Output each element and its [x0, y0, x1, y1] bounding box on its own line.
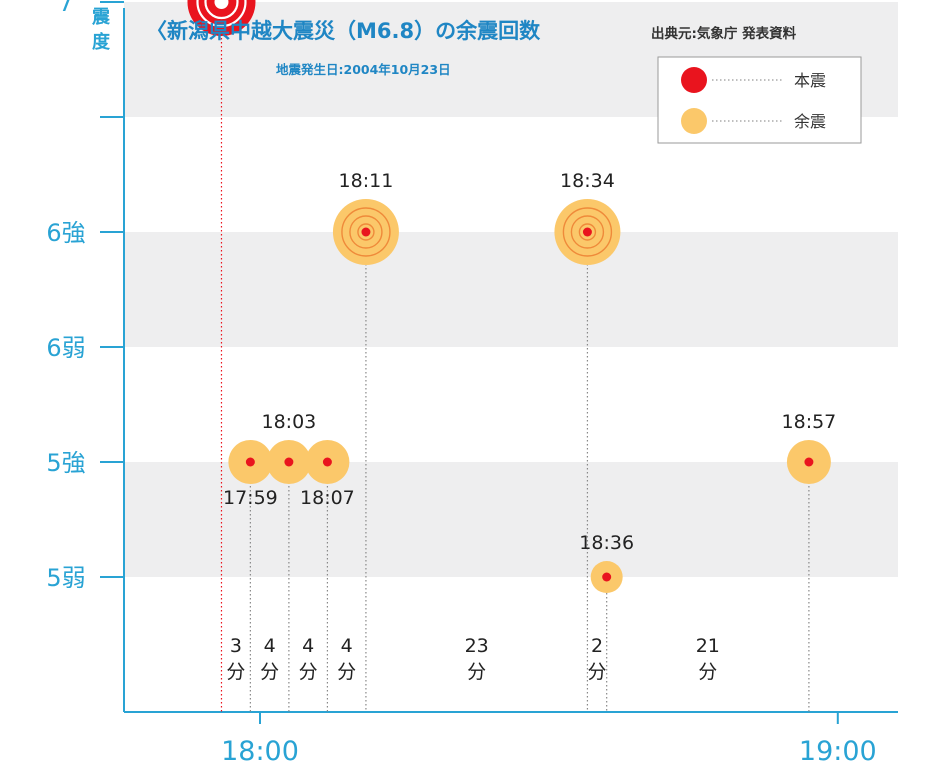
- legend-mainshock-label: 本震: [794, 71, 826, 90]
- interval-unit: 分: [698, 661, 717, 683]
- stem-layer: [220, 2, 810, 712]
- interval-unit: 分: [337, 661, 356, 683]
- time-label: 18:57: [782, 411, 837, 433]
- aftershock-point: [590, 561, 623, 593]
- time-label: 18:07: [300, 487, 355, 509]
- legend-aftershock-label: 余震: [794, 112, 826, 131]
- interval-minutes: 4: [302, 635, 314, 657]
- aftershock-point: [305, 440, 350, 484]
- legend-mainshock-icon: [681, 67, 707, 93]
- aftershock-point: [786, 440, 831, 484]
- y-tick-label: 6弱: [46, 334, 85, 362]
- x-tick-label: 18:00: [221, 736, 299, 764]
- interval-unit: 分: [588, 661, 607, 683]
- y-tick-label: 6強: [46, 219, 85, 247]
- interval-minutes: 3: [230, 635, 242, 657]
- aftershock-point: [266, 440, 311, 484]
- grid-layer: [100, 1, 839, 724]
- aftershock-point: [228, 440, 273, 484]
- x-tick-label: 19:00: [799, 736, 877, 764]
- y-axis-title-line-2: 度: [92, 31, 111, 53]
- point-layer: [187, 0, 831, 593]
- time-label: 17:59: [223, 487, 278, 509]
- interval-unit: 分: [467, 661, 486, 683]
- chart-subtitle: 地震発生日:2004年10月23日: [276, 62, 451, 77]
- interval-unit: 分: [226, 661, 245, 683]
- time-label: 18:11: [339, 170, 394, 192]
- time-label: 18:36: [579, 532, 634, 554]
- interval-minutes: 21: [696, 635, 720, 657]
- time-label: 18:03: [262, 411, 317, 433]
- y-tick-label: 7: [58, 0, 73, 17]
- band-2: [124, 232, 898, 347]
- y-tick-labels: 5弱 5強 6弱 6強 7: [46, 0, 85, 592]
- x-tick-labels: 18:00 19:00: [221, 736, 877, 764]
- y-tick-label: 5強: [46, 449, 85, 477]
- legend-aftershock-icon: [681, 108, 707, 134]
- aftershock-point: [332, 199, 399, 265]
- axes-layer: 震 度: [92, 7, 898, 713]
- legend: 本震 余震: [657, 56, 862, 144]
- interval-minutes: 23: [465, 635, 489, 657]
- time-label: 18:34: [560, 170, 615, 192]
- interval-unit: 分: [299, 661, 318, 683]
- y-tick-label: 5弱: [46, 564, 85, 592]
- y-axis-title-line-1: 震: [92, 7, 111, 28]
- aftershock-point: [554, 199, 621, 265]
- source-note: 出典元:気象庁 発表資料: [651, 25, 797, 42]
- chart-title: 〈新潟県中越大震災（M6.8）の余震回数: [146, 19, 541, 43]
- interval-minutes: 2: [591, 635, 603, 657]
- mainshock-point: [187, 0, 256, 36]
- interval-minutes: 4: [264, 635, 276, 657]
- interval-minutes: 4: [341, 635, 353, 657]
- interval-unit: 分: [260, 661, 279, 683]
